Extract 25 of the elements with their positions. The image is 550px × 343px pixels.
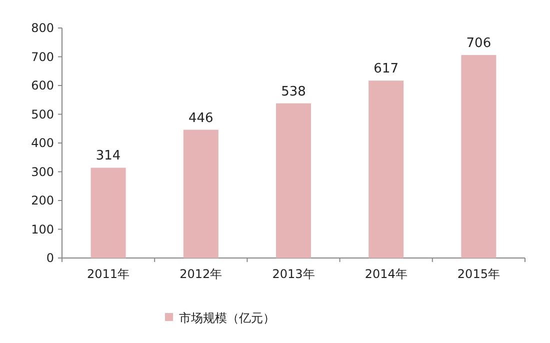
y-tick-label: 800 (31, 21, 54, 35)
bar (90, 168, 126, 258)
data-label: 446 (188, 110, 214, 126)
x-tick-label: 2015年 (457, 267, 500, 281)
y-tick-label: 0 (46, 251, 54, 265)
data-label: 538 (281, 84, 306, 100)
bar (276, 103, 311, 258)
y-tick-label: 300 (31, 164, 54, 179)
y-tick-label: 400 (31, 136, 54, 150)
x-tick-label: 2012年 (180, 267, 222, 281)
y-tick-label: 200 (31, 194, 54, 208)
data-label: 617 (374, 62, 399, 77)
legend-label: 市场规模（亿元） (179, 311, 275, 325)
x-tick-label: 2014年 (364, 267, 408, 281)
bar (183, 130, 218, 258)
y-tick-label: 600 (31, 78, 54, 92)
data-label: 706 (466, 36, 492, 52)
x-tick-label: 2013年 (272, 267, 315, 281)
y-tick-label: 500 (31, 107, 54, 122)
x-tick-label: 2011年 (87, 267, 130, 281)
y-tick-label: 100 (31, 222, 54, 236)
data-label: 314 (96, 148, 121, 164)
y-tick-label: 700 (31, 50, 54, 64)
bar (368, 80, 404, 258)
bar (461, 55, 496, 258)
